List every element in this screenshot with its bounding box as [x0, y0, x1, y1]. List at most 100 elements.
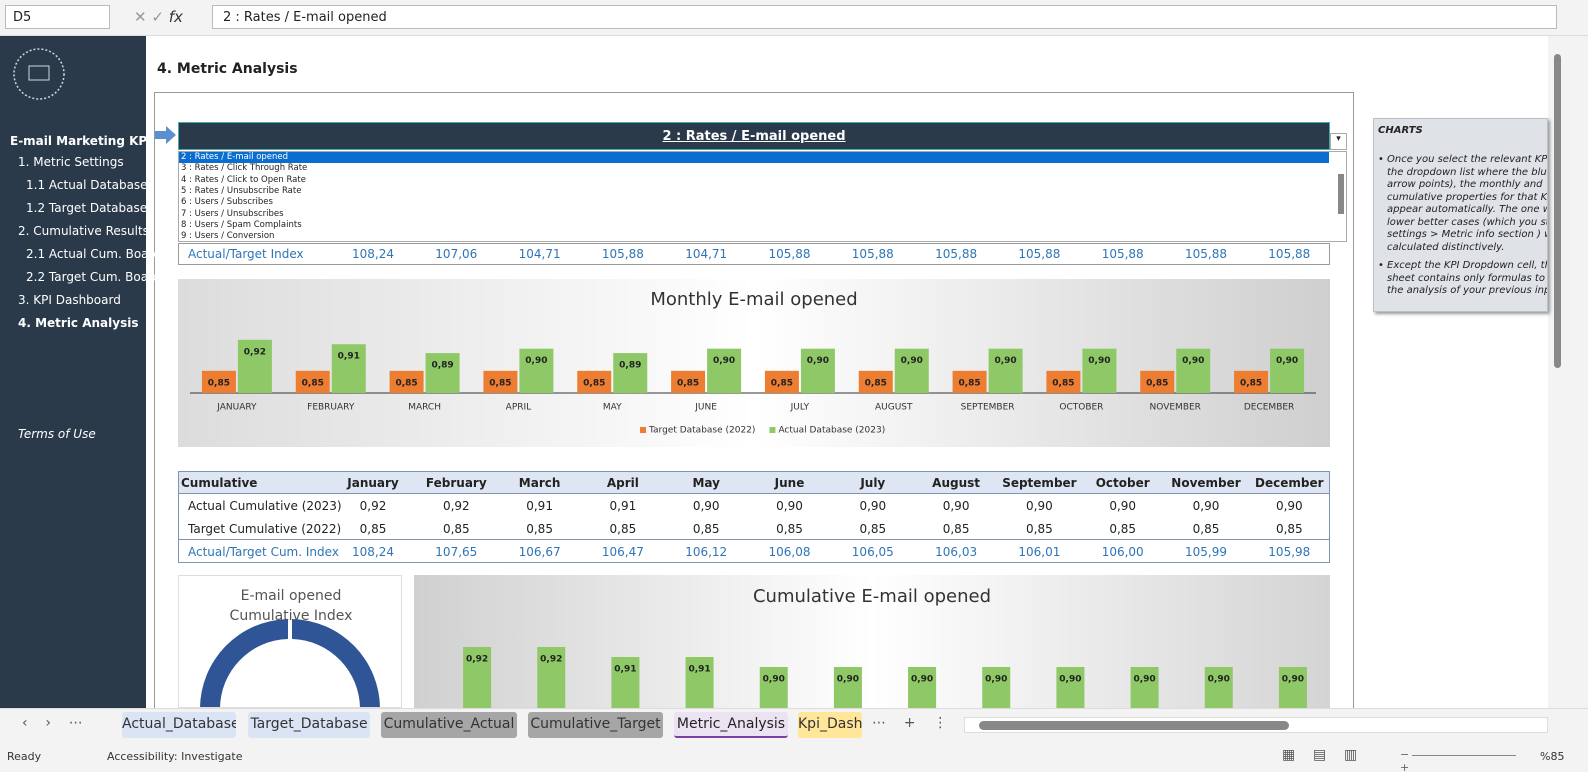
- table-cell: 0,85: [859, 522, 887, 536]
- data-label: 0,85: [583, 378, 605, 388]
- dropdown-option[interactable]: 9 : Users / Conversion: [181, 231, 275, 242]
- sidebar-link[interactable]: 2.1 Actual Cum. Board: [26, 247, 161, 261]
- bar: [1056, 667, 1085, 708]
- bar: [759, 667, 788, 708]
- donut-segment: [292, 619, 380, 707]
- x-tick-label: SEPTEMBER: [961, 403, 1015, 413]
- data-label: 0,89: [619, 361, 641, 371]
- donut-title: E-mail opened: [241, 588, 342, 604]
- table-header: November: [1171, 476, 1241, 490]
- sheet-tab[interactable]: Kpi_Dash: [798, 712, 862, 738]
- dropdown-option[interactable]: 7 : Users / Unsubscribes: [181, 208, 284, 219]
- index-value: 107,06: [435, 247, 478, 261]
- table-cell: 106,08: [768, 545, 811, 559]
- panel-bullet: • Once you select the relevant KPI (f the …: [1378, 154, 1548, 254]
- dropdown-option[interactable]: 8 : Users / Spam Complaints: [181, 219, 302, 230]
- x-tick-label: NOVEMBER: [1150, 403, 1201, 413]
- bar: [1204, 667, 1233, 708]
- bar: [519, 348, 554, 393]
- data-label: 0,85: [1052, 378, 1074, 388]
- sheet-tab[interactable]: Metric_Analysis: [674, 712, 788, 738]
- dropdown-option[interactable]: 4 : Rates / Click to Open Rate: [181, 174, 306, 185]
- table-header: March: [518, 476, 561, 490]
- table-header: July: [860, 476, 886, 490]
- status-accessibility[interactable]: Accessibility: Investigate: [107, 750, 243, 763]
- dropdown-option[interactable]: 2 : Rates / E-mail opened: [179, 152, 1329, 163]
- index-value: 104,71: [685, 247, 728, 261]
- table-cell: 0,91: [609, 499, 637, 513]
- sidebar-link[interactable]: 2.2 Target Cum. Board: [26, 270, 161, 284]
- dropdown-option[interactable]: 3 : Rates / Click Through Rate: [181, 163, 308, 174]
- bar: [1046, 370, 1081, 393]
- legend-swatch: [640, 427, 646, 433]
- table-cell: 0,85: [1109, 522, 1137, 536]
- table-header: October: [1095, 476, 1150, 490]
- data-label: 0,90: [1182, 356, 1204, 366]
- vertical-scrollbar[interactable]: [1548, 36, 1588, 708]
- bar: [577, 370, 612, 393]
- panel-text: lower better cases (which you stat: [1387, 216, 1548, 228]
- bar: [483, 370, 518, 393]
- table-header: June: [774, 476, 805, 490]
- data-label: 0,90: [837, 675, 859, 685]
- data-label: 0,85: [677, 378, 699, 388]
- table-cell: 0,85: [1026, 522, 1053, 536]
- data-label: 0,90: [1133, 675, 1155, 685]
- panel-text: arrow points), the monthly and: [1387, 179, 1543, 190]
- x-tick-label: AUGUST: [875, 403, 913, 413]
- table-cell: 0,85: [442, 522, 470, 536]
- formula-input[interactable]: 2 : Rates / E-mail opened: [212, 5, 1557, 29]
- sidebar-link[interactable]: 3. KPI Dashboard: [18, 293, 121, 307]
- table-cell: 0,85: [776, 522, 803, 536]
- kpi-dropdown[interactable]: 2 : Rates / E-mail opened: [178, 122, 1330, 150]
- data-label: 0,90: [994, 356, 1016, 366]
- sheet-tab[interactable]: Target_Database: [248, 712, 370, 738]
- bar: [707, 348, 742, 393]
- table-cell: 106,03: [935, 545, 978, 559]
- bar: [331, 344, 366, 393]
- sidebar-link[interactable]: Terms of Use: [18, 427, 96, 441]
- status-ready: Ready: [7, 750, 42, 763]
- data-label: 0,90: [807, 356, 829, 366]
- panel-text: appear automatically. The one wit: [1387, 204, 1548, 215]
- data-label: 0,90: [1282, 675, 1304, 685]
- table-header: August: [932, 476, 981, 490]
- name-box[interactable]: D5: [5, 5, 110, 29]
- sheet-tab[interactable]: Cumulative_Actual: [381, 712, 517, 738]
- sheet-tab-bar: ‹ › ⋯ ⋯ + ⋮ Actual_Database Target_Databa…: [0, 708, 1588, 741]
- sidebar-link[interactable]: 1.1 Actual Database: [26, 178, 148, 192]
- index-value: 105,88: [1268, 247, 1311, 261]
- sheet-tab[interactable]: Cumulative_Target: [528, 712, 663, 738]
- sidebar-link[interactable]: 4. Metric Analysis: [18, 316, 139, 330]
- table-cell: 106,00: [1101, 545, 1144, 559]
- data-label: 0,85: [489, 378, 511, 388]
- sheet-tab[interactable]: Actual_Database: [122, 712, 236, 738]
- data-label: 0,90: [713, 356, 735, 366]
- data-label: 0,90: [1088, 356, 1110, 366]
- bullet-dot: •: [1378, 154, 1384, 165]
- bar: [389, 370, 424, 393]
- x-tick-label: JANUARY: [216, 403, 257, 413]
- table-cell: 0,90: [1109, 499, 1137, 513]
- x-tick-label: MAY: [603, 403, 622, 413]
- sidebar-link[interactable]: 1. Metric Settings: [18, 155, 124, 169]
- sidebar-link[interactable]: 2. Cumulative Results: [18, 224, 149, 238]
- dropdown-option[interactable]: 5 : Rates / Unsubscribe Rate: [181, 185, 302, 196]
- table-cell: 0,90: [942, 499, 970, 513]
- bar: [833, 667, 862, 708]
- index-value: 105,88: [1018, 247, 1061, 261]
- x-tick-label: MARCH: [408, 403, 441, 413]
- index-row: Actual/Target Index 108,24 107,06 104,71 105…: [178, 243, 1330, 265]
- panel-text: calculated distinctively.: [1387, 241, 1505, 253]
- data-label: 0,85: [1240, 378, 1262, 388]
- table-cell: 0,90: [776, 499, 803, 513]
- sidebar-link[interactable]: 1.2 Target Database: [26, 201, 148, 215]
- bar: [613, 353, 648, 393]
- dropdown-button[interactable]: ▾: [1330, 133, 1347, 150]
- monthly-chart: Monthly E-mail opened 0,85 0,85 0,85 0,85 0,8…: [178, 279, 1330, 447]
- sidebar-title: E-mail Marketing KPI: [10, 134, 152, 148]
- donut-title: Cumulative Index: [230, 608, 353, 624]
- panel-text: sheet contains only formulas to dis: [1387, 272, 1548, 284]
- bar: [237, 339, 272, 393]
- dropdown-option[interactable]: 6 : Users / Subscribes: [181, 197, 273, 208]
